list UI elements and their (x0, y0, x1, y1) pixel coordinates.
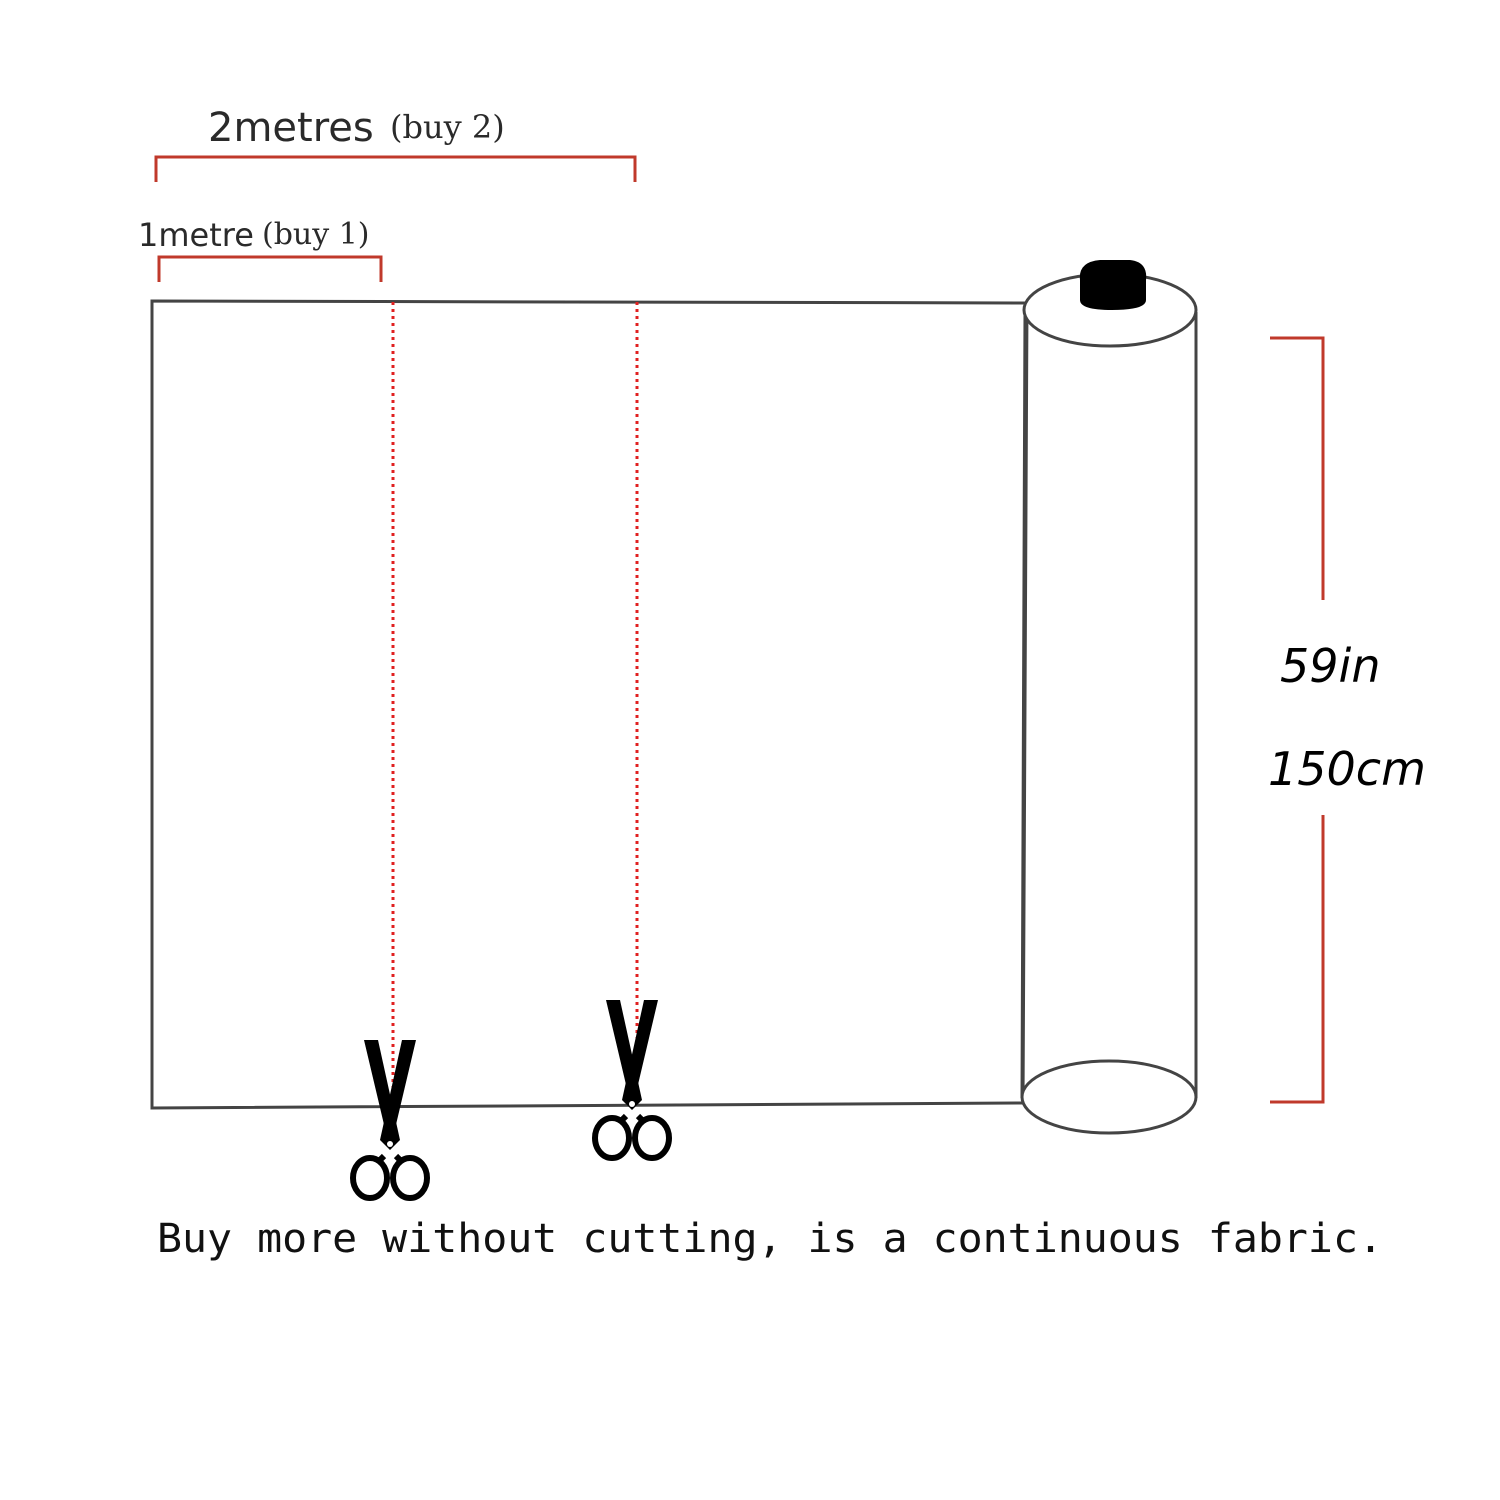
caption: Buy more without cutting, is a continuou… (157, 1216, 1383, 1262)
two-metres-dimension: 2metres (buy 2) (154, 105, 637, 182)
roll-body (1020, 311, 1198, 1099)
one-metre-buy-label: (buy 1) (262, 217, 370, 252)
roll-core-cap (1079, 260, 1147, 310)
width-inches-label: 59in (1280, 639, 1380, 693)
two-metres-buy-label: (buy 2) (390, 108, 505, 146)
width-dimension: 59in 150cm (1268, 336, 1426, 1104)
width-bracket-top (1270, 336, 1325, 600)
one-metre-dimension: 1metre (buy 1) (138, 216, 383, 282)
fabric-roll (1020, 260, 1198, 1135)
width-bracket-bottom (1270, 815, 1325, 1104)
two-metres-bracket (154, 155, 637, 182)
fabric-sheet (150, 299, 1029, 1110)
two-metres-label: 2metres (208, 105, 374, 151)
one-metre-label: 1metre (138, 216, 254, 254)
roll-bottom-end (1020, 1059, 1198, 1135)
one-metre-bracket (157, 255, 383, 282)
width-cm-label: 150cm (1268, 742, 1426, 796)
